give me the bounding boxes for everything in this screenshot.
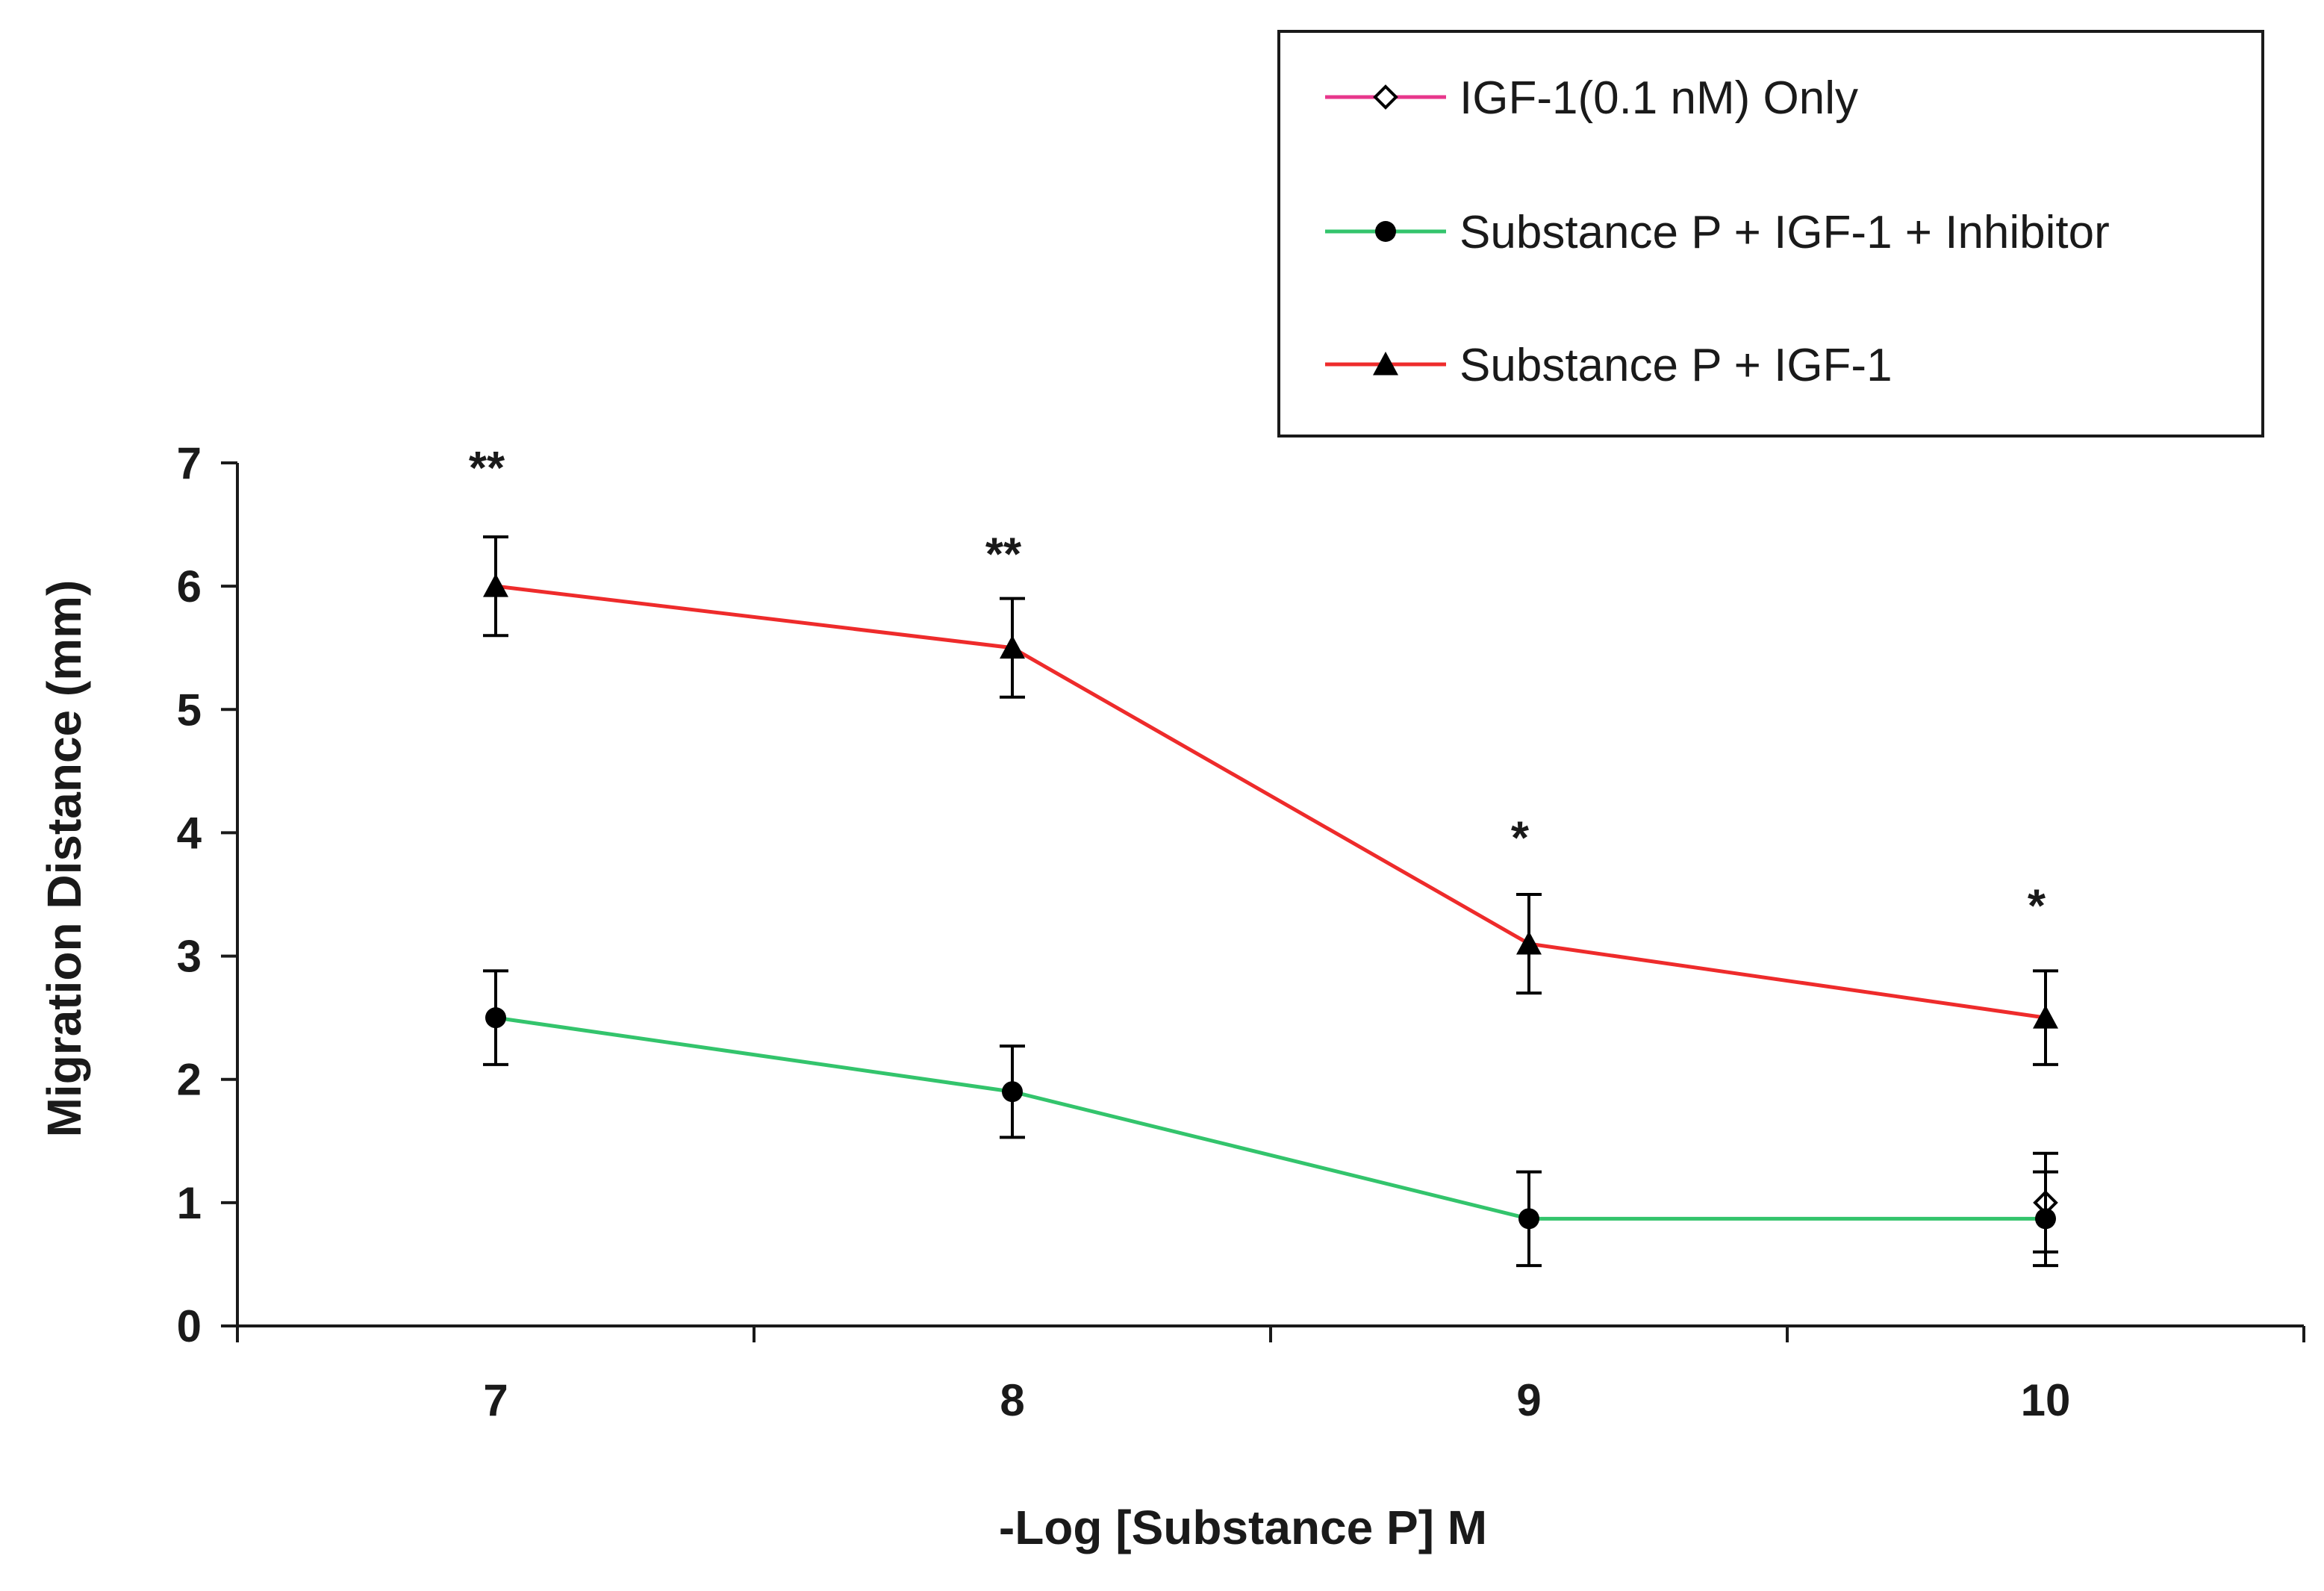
annotations: ******	[469, 443, 2046, 932]
x-tick-label: 8	[1000, 1375, 1024, 1425]
series-layer	[483, 535, 2058, 1268]
significance-marker: **	[985, 529, 1022, 581]
data-point-triangle	[1516, 931, 1542, 955]
data-point-triangle	[483, 573, 508, 597]
legend-label: Substance P + IGF-1 + Inhibitor	[1459, 207, 2110, 258]
legend-label: IGF-1(0.1 nM) Only	[1459, 72, 1858, 124]
data-point-circle	[485, 1007, 506, 1029]
legend-entry: IGF-1(0.1 nM) Only	[1325, 72, 1858, 124]
significance-marker: *	[2028, 880, 2046, 932]
significance-marker: *	[1511, 812, 1530, 864]
y-tick-label: 6	[177, 561, 202, 611]
data-point-triangle	[1000, 635, 1025, 659]
axes: 0 1 2 3 4 5 6 7 7 8 9 10	[177, 438, 2305, 1425]
data-point-circle	[2035, 1208, 2056, 1230]
y-tick-label: 4	[177, 808, 202, 858]
x-tick-label: 7	[483, 1375, 508, 1425]
y-tick-label: 3	[177, 932, 202, 982]
y-tick-label: 0	[177, 1301, 202, 1351]
x-tick-label: 9	[1516, 1375, 1541, 1425]
data-point-circle	[1518, 1208, 1539, 1230]
y-tick-label: 7	[177, 438, 202, 488]
series-line	[495, 1015, 2046, 1221]
y-tick-label: 1	[177, 1178, 202, 1228]
y-tick-label: 2	[177, 1055, 202, 1105]
series-line	[495, 584, 2046, 1020]
significance-marker: **	[469, 443, 505, 494]
data-point-diamond	[1373, 84, 1398, 110]
series-2	[483, 535, 2058, 1066]
y-axis-title: Migration Distance (mm)	[37, 580, 91, 1138]
x-axis-title: -Log [Substance P] M	[999, 1501, 1487, 1554]
data-point-triangle	[2033, 1005, 2058, 1029]
legend: IGF-1(0.1 nM) Only Substance P + IGF-1 + …	[1277, 30, 2264, 438]
data-point-circle	[1375, 221, 1396, 242]
x-tick-label: 10	[2021, 1375, 2071, 1425]
data-point-triangle	[1373, 352, 1398, 376]
series-1	[483, 969, 2058, 1268]
legend-entry: Substance P + IGF-1 + Inhibitor	[1325, 207, 2110, 258]
legend-entry: Substance P + IGF-1	[1325, 340, 1892, 391]
y-tick-label: 5	[177, 685, 202, 735]
legend-label: Substance P + IGF-1	[1459, 340, 1892, 391]
data-point-circle	[1002, 1081, 1023, 1103]
